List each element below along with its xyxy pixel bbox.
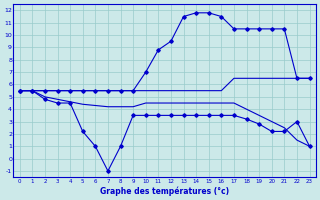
- X-axis label: Graphe des températures (°c): Graphe des températures (°c): [100, 186, 229, 196]
